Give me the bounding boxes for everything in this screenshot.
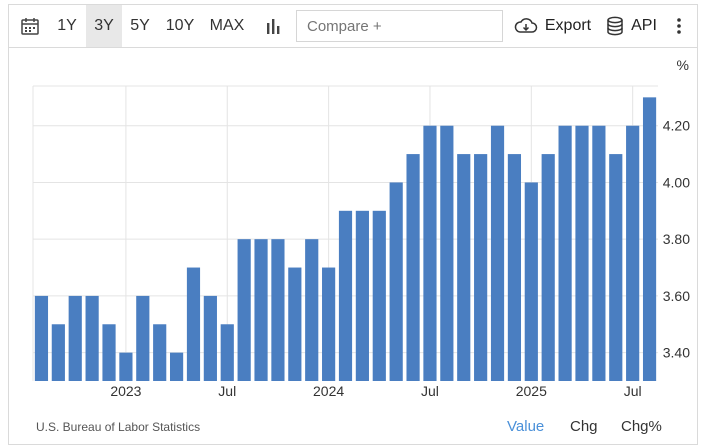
bar-1 <box>51 324 65 381</box>
x-tick-label: Jul <box>421 383 439 399</box>
range-5y-button[interactable]: 5Y <box>130 17 150 34</box>
bar-11 <box>220 324 234 381</box>
y-tick-label: 3.80 <box>663 231 690 247</box>
range-1y-button[interactable]: 1Y <box>57 17 77 34</box>
bar-15 <box>288 267 302 381</box>
bar-chart-icon[interactable] <box>261 5 285 47</box>
bar-6 <box>136 295 150 381</box>
chart-bars <box>34 97 657 382</box>
bar-12 <box>237 239 251 381</box>
bar-10 <box>203 295 217 381</box>
y-unit-label: % <box>677 57 689 73</box>
bar-20 <box>372 210 386 381</box>
range-3y-button[interactable]: 3Y <box>86 5 122 47</box>
y-tick-label: 4.20 <box>663 118 690 134</box>
bar-33 <box>592 125 606 382</box>
x-tick-label: 2024 <box>313 383 344 399</box>
more-vertical-icon[interactable] <box>669 5 689 47</box>
bar-22 <box>406 154 420 381</box>
bar-2 <box>68 295 82 381</box>
y-axis-ticks: 3.40 3.60 3.80 4.00 4.20 <box>663 118 690 361</box>
x-tick-label: 2025 <box>516 383 547 399</box>
bar-8 <box>169 352 184 381</box>
mode-chg-link[interactable]: Chg <box>570 418 598 435</box>
bar-16 <box>305 239 319 381</box>
range-max-button[interactable]: MAX <box>209 17 245 34</box>
source-label: U.S. Bureau of Labor Statistics <box>36 420 201 434</box>
export-button[interactable]: Export <box>544 17 592 34</box>
range-10y-button[interactable]: 10Y <box>165 17 195 34</box>
bar-17 <box>322 267 336 381</box>
bar-29 <box>524 182 538 381</box>
mode-chg-pct-link[interactable]: Chg% <box>621 418 662 435</box>
bar-30 <box>541 154 555 381</box>
bar-36 <box>642 97 657 381</box>
x-tick-label: Jul <box>218 383 236 399</box>
bar-35 <box>626 125 640 382</box>
bar-3 <box>85 295 99 381</box>
x-tick-label: 2023 <box>110 383 141 399</box>
bar-7 <box>153 324 167 381</box>
bar-18 <box>338 210 353 381</box>
bar-25 <box>457 154 471 381</box>
bar-4 <box>102 324 116 381</box>
bar-31 <box>558 125 572 382</box>
bar-21 <box>389 182 403 381</box>
bar-28 <box>507 154 522 381</box>
bar-13 <box>254 239 268 381</box>
y-tick-label: 3.60 <box>663 288 690 304</box>
bar-23 <box>423 125 437 382</box>
bar-5 <box>119 352 133 381</box>
compare-input[interactable] <box>296 10 503 42</box>
chart-toolbar: 1Y 3Y 5Y 10Y MAX Export API <box>8 4 698 48</box>
bar-26 <box>474 154 488 381</box>
bar-34 <box>609 154 623 381</box>
mode-value-link[interactable]: Value <box>507 418 545 435</box>
y-tick-label: 3.40 <box>663 345 690 361</box>
y-tick-label: 4.00 <box>663 174 690 190</box>
bar-32 <box>575 125 589 382</box>
bar-14 <box>271 239 285 381</box>
bar-9 <box>186 267 201 381</box>
database-icon[interactable] <box>604 5 626 47</box>
calendar-icon[interactable] <box>15 5 45 47</box>
bar-24 <box>440 125 454 382</box>
x-axis-ticks: 2023 Jul 2024 Jul 2025 Jul <box>110 383 641 399</box>
chart-frame <box>8 48 698 445</box>
bar-27 <box>490 125 505 382</box>
bar-19 <box>355 210 369 381</box>
bar-0 <box>34 295 49 381</box>
x-tick-label: Jul <box>624 383 642 399</box>
cloud-download-icon[interactable] <box>512 5 540 47</box>
api-button[interactable]: API <box>631 17 657 34</box>
